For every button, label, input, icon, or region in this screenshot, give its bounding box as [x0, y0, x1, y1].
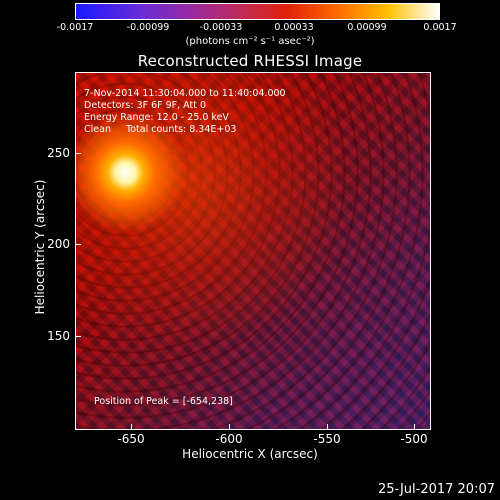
colorbar-tick: -0.00033	[199, 22, 243, 33]
x-tick-mark	[229, 424, 230, 430]
y-tick-mark	[75, 336, 81, 337]
clean-counts-text: Clean Total counts: 8.34E+03	[84, 124, 237, 135]
energy-range-text: Energy Range: 12.0 - 25.0 keV	[84, 112, 229, 123]
x-tick-label: -550	[313, 432, 341, 446]
detectors-text: Detectors: 3F 6F 9F, Att 0	[84, 100, 207, 111]
x-tick-label: -500	[400, 432, 428, 446]
y-tick-label: 250	[47, 146, 70, 160]
x-tick-mark	[327, 424, 328, 430]
y-tick-mark	[75, 153, 81, 154]
x-tick-label: -650	[117, 432, 145, 446]
x-tick-mark	[414, 424, 415, 430]
x-tick-label: -600	[215, 432, 243, 446]
y-tick-mark	[75, 244, 81, 245]
x-tick-mark	[131, 424, 132, 430]
y-tick-label: 200	[47, 237, 70, 251]
colorbar-tick: 0.00033	[274, 22, 314, 33]
colorbar-units-label: (photons cm⁻² s⁻¹ asec⁻²)	[185, 36, 315, 47]
colorbar-tick: -0.0017	[56, 22, 94, 33]
time-range-text: 7-Nov-2014 11:30:04.000 to 11:40:04.000	[84, 88, 286, 99]
y-axis-label: Heliocentric Y (arcsec)	[33, 179, 47, 315]
peak-position-text: Position of Peak = [-654,238]	[94, 396, 233, 407]
image-title: Reconstructed RHESSI Image	[137, 52, 363, 70]
reconstructed-image	[76, 73, 430, 429]
colorbar-tick: 0.00099	[347, 22, 387, 33]
colorbar-tick: -0.00099	[126, 22, 170, 33]
x-axis-label: Heliocentric X (arcsec)	[182, 447, 318, 461]
colorbar-tick: 0.0017	[423, 22, 457, 33]
rhessi-image-plot: 7-Nov-2014 11:30:04.000 to 11:40:04.000 …	[75, 72, 431, 430]
colorbar	[75, 3, 440, 20]
footer-date: 25-Jul-2017 20:07	[377, 482, 495, 497]
y-tick-label: 150	[47, 329, 70, 343]
